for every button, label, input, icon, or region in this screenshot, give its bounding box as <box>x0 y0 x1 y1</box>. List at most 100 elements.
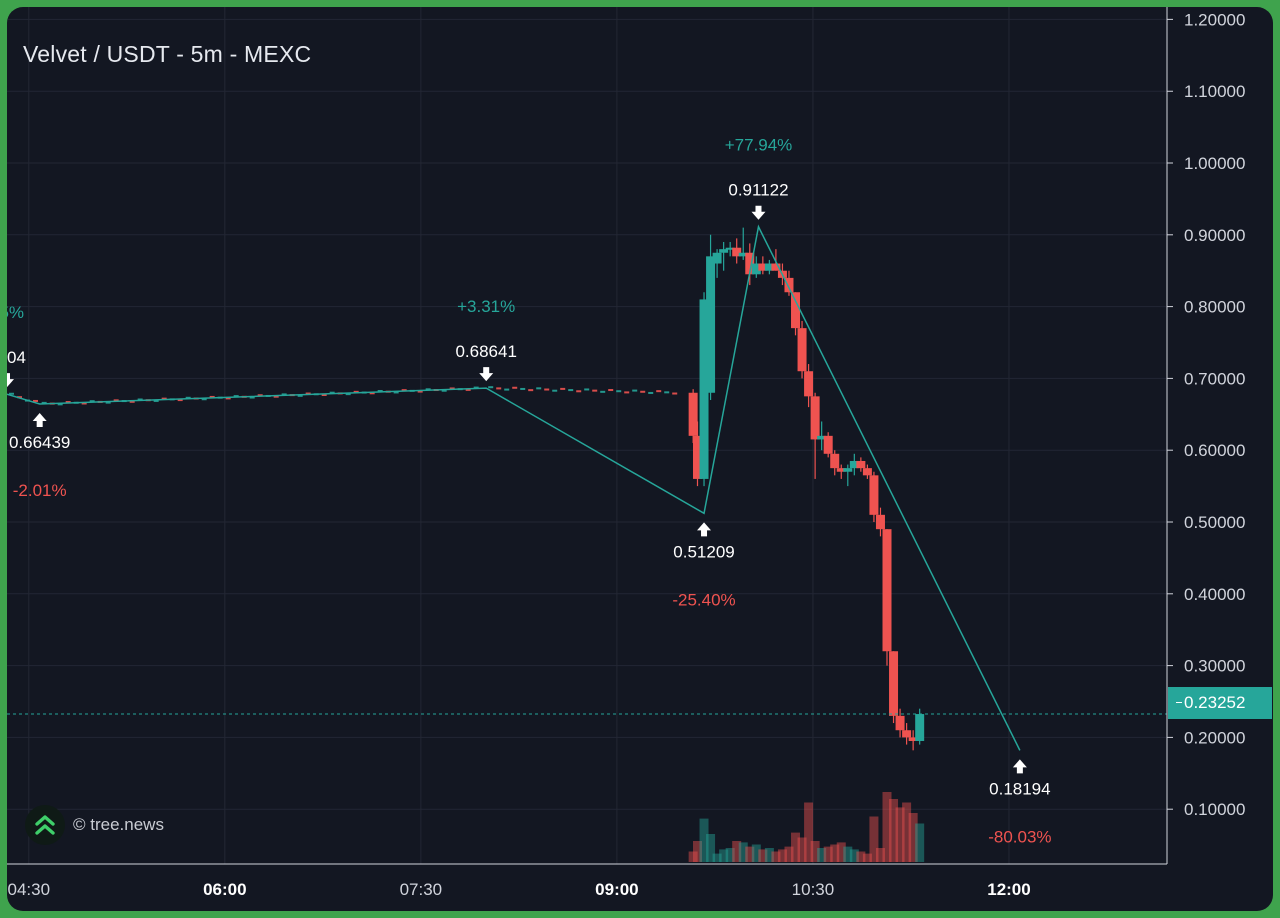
pivot-4: 0.91122 +77.94% <box>725 136 792 220</box>
watermark-text: © tree.news <box>73 815 164 834</box>
candle-body <box>895 715 905 731</box>
volume-bar <box>725 848 735 862</box>
volume-bar <box>745 846 755 862</box>
volume-bar <box>771 851 781 862</box>
flat-candle <box>153 399 159 402</box>
flat-candle <box>65 401 71 404</box>
flat-candle <box>465 388 471 391</box>
volume-bar <box>902 802 912 862</box>
pivot-5: 0.18194 -80.03% <box>988 759 1052 846</box>
volume-bar <box>862 853 872 862</box>
flat-candle <box>640 390 646 393</box>
y-tick-label: 0.20000 <box>1184 728 1245 747</box>
flat-candle <box>401 389 407 392</box>
pivot-price-label: 0.18194 <box>989 779 1050 798</box>
x-tick-label: 07:30 <box>400 880 443 899</box>
flat-candle <box>584 388 590 391</box>
x-tick-label: 04:30 <box>8 880 51 899</box>
pivot-0: 7804 65% <box>7 303 26 388</box>
candle-body <box>862 468 872 476</box>
y-tick-label: 0.70000 <box>1184 369 1245 388</box>
chart-title: Velvet / USDT - 5m - MEXC <box>23 41 312 67</box>
flat-candle <box>33 399 38 402</box>
candle-body <box>908 737 918 741</box>
flat-candle <box>473 386 479 389</box>
candle-body <box>810 396 820 440</box>
flat-candle <box>273 395 279 398</box>
flat-candle <box>9 392 14 395</box>
candle-body <box>706 256 716 393</box>
flat-candle <box>449 387 455 390</box>
flat-candle <box>297 394 303 397</box>
candle-body <box>843 468 853 472</box>
volume-bar <box>699 818 709 862</box>
candle-body <box>797 328 807 372</box>
candle-body <box>902 730 912 738</box>
flat-candle <box>161 397 167 400</box>
flat-candle <box>81 402 87 405</box>
flat-candle <box>417 390 423 393</box>
flat-candle <box>201 398 207 401</box>
flat-candle <box>672 392 678 395</box>
flat-candle <box>520 387 526 390</box>
volume-bar <box>869 816 879 862</box>
pivot-pct-label: 65% <box>7 303 24 322</box>
candle-body <box>817 435 827 440</box>
pivot-pct-label: -25.40% <box>672 590 735 609</box>
flat-candle <box>377 390 383 393</box>
pivot-pct-label: +3.31% <box>457 297 515 316</box>
candle-body <box>771 263 781 271</box>
volume-bar <box>823 846 833 862</box>
chart-frame: 7804 65% 0.66439 -2.01% 0.68641 +3.31% 0.51209… <box>7 7 1273 911</box>
candle-body <box>830 453 840 469</box>
flat-candle <box>249 396 255 399</box>
pivot-pct-label: -80.03% <box>988 827 1051 846</box>
candle-body <box>738 252 748 257</box>
candle-body <box>889 651 899 716</box>
volume-bar <box>738 842 748 862</box>
candle-body <box>764 263 774 271</box>
arrow-down-icon <box>479 367 494 382</box>
flat-candle <box>600 390 606 393</box>
pivot-pct-label: -2.01% <box>13 481 67 500</box>
candle-body <box>849 460 859 469</box>
x-tick-label: 10:30 <box>792 880 835 899</box>
zigzag-line <box>7 224 1021 751</box>
flat-candle <box>568 389 574 392</box>
flat-candle <box>41 401 47 404</box>
flat-candle <box>305 392 311 395</box>
candle-body <box>823 435 833 454</box>
volume-bar <box>889 799 899 862</box>
candlestick-chart[interactable]: 7804 65% 0.66439 -2.01% 0.68641 +3.31% 0.51209… <box>7 7 1273 911</box>
flat-candle <box>624 391 630 394</box>
arrow-up-icon <box>32 412 47 427</box>
y-tick-label: 0.10000 <box>1184 800 1245 819</box>
candle-body <box>856 460 866 469</box>
flat-candle <box>177 399 183 402</box>
volume-bar <box>764 848 774 862</box>
pivot-3: 0.51209 -25.40% <box>672 522 736 609</box>
volume-bar <box>706 834 716 862</box>
y-tick-label: 0.30000 <box>1184 657 1245 676</box>
volume-bars <box>688 792 925 862</box>
flat-candle <box>576 390 582 393</box>
volume-bar <box>777 849 787 862</box>
volume-bar <box>882 792 892 862</box>
volume-bar <box>836 842 846 862</box>
y-tick-label: 1.10000 <box>1184 82 1245 101</box>
flat-candle <box>185 396 191 399</box>
flat-candle <box>353 390 359 393</box>
flat-candle <box>209 395 215 398</box>
y-tick-label: 0.50000 <box>1184 513 1245 532</box>
volume-bar <box>692 841 702 862</box>
volume-bar <box>732 841 742 862</box>
flat-candle <box>321 393 327 396</box>
volume-bar <box>830 844 840 862</box>
flat-candle <box>664 391 670 394</box>
volume-bar <box>712 853 722 862</box>
flat-candle <box>608 389 614 392</box>
flat-candle <box>137 398 143 401</box>
flat-candle <box>552 389 558 392</box>
grid-lines <box>7 7 1167 864</box>
pivot-price-label: 0.68641 <box>455 342 516 361</box>
